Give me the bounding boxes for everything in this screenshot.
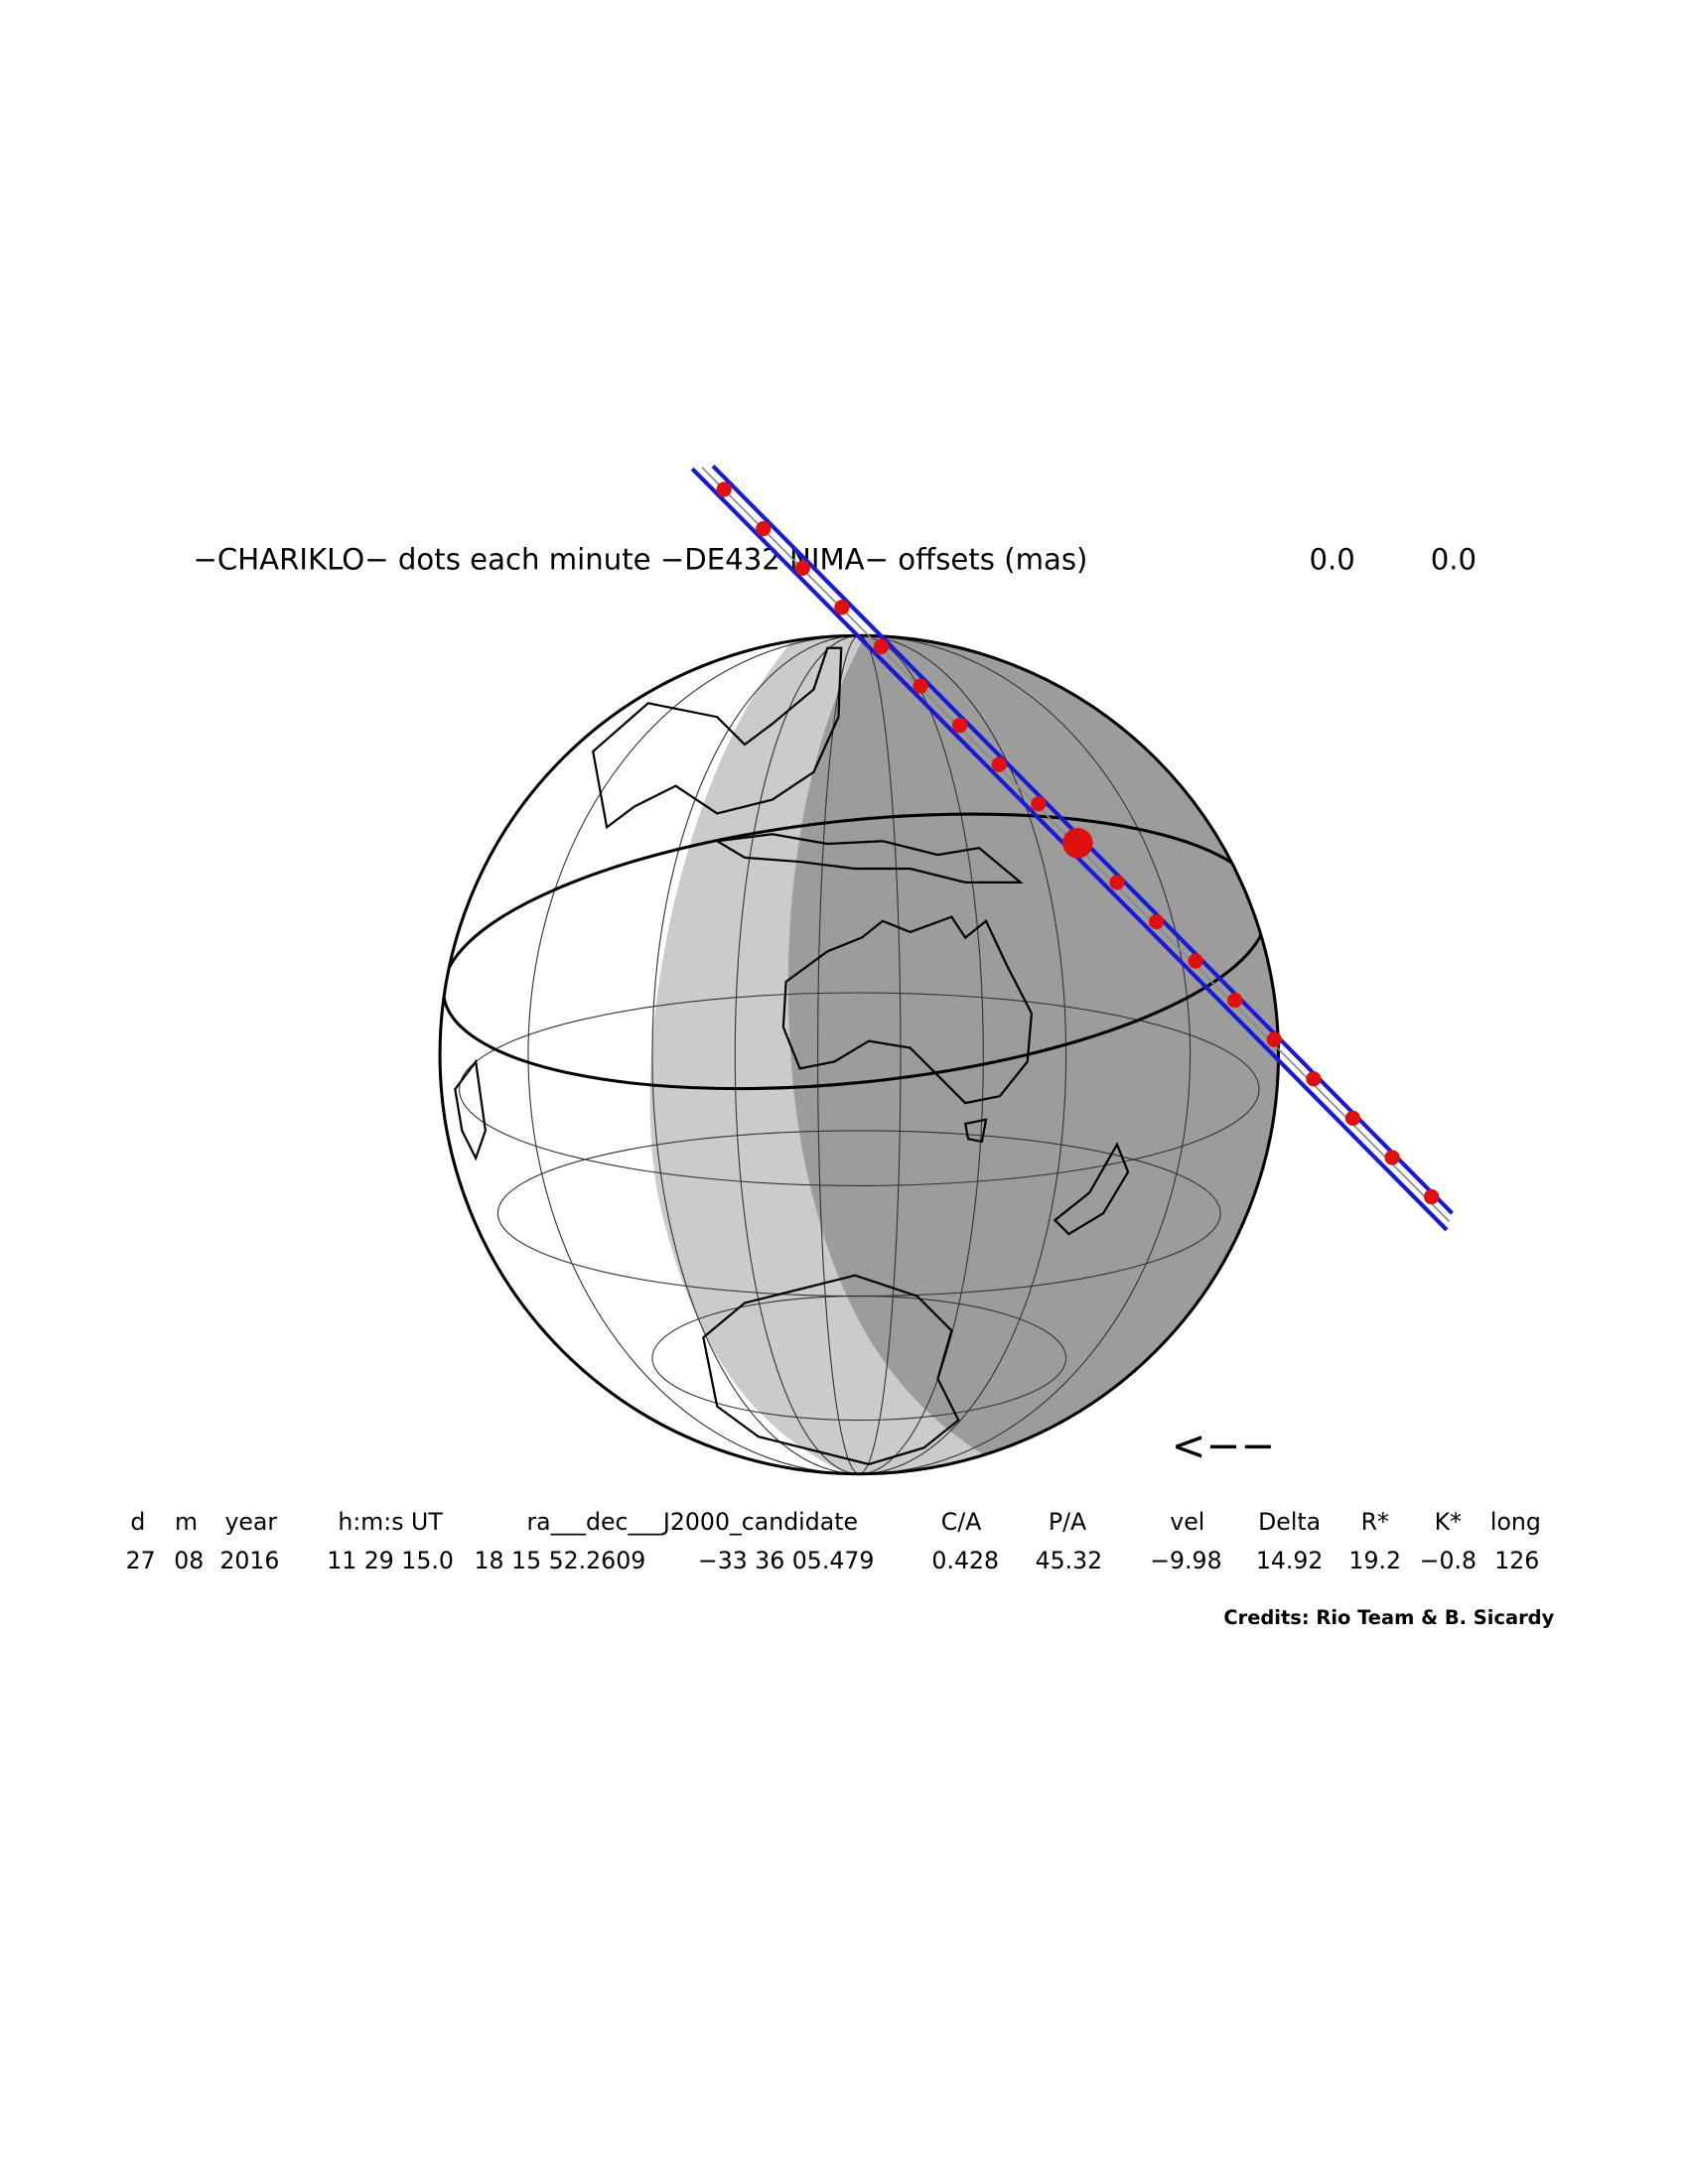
shadow-path — [690, 464, 1454, 1232]
table-value: 08 — [174, 1547, 204, 1574]
minute-dot — [991, 756, 1007, 772]
minute-dot — [1344, 1110, 1361, 1127]
minute-dot — [716, 481, 732, 497]
globe — [438, 633, 1281, 1476]
table-value: 11 29 15.0 — [327, 1547, 454, 1574]
table-value: −0.8 — [1420, 1547, 1477, 1574]
table-header: Delta — [1258, 1508, 1321, 1536]
table-value: 45.32 — [1036, 1547, 1103, 1574]
minute-dot — [952, 717, 968, 734]
credits: Credits: Rio Team & B. Sicardy — [1223, 1606, 1554, 1629]
table-value: 126 — [1494, 1547, 1539, 1574]
minute-dot — [913, 678, 928, 694]
graticule — [458, 635, 1260, 1474]
table-value: 19.2 — [1348, 1547, 1401, 1574]
table-header: m — [175, 1508, 198, 1536]
minute-dot — [1384, 1150, 1400, 1165]
minute-dot — [756, 521, 772, 537]
table-header: R* — [1361, 1508, 1389, 1536]
table-header: d — [130, 1508, 145, 1536]
minute-dot — [1188, 953, 1203, 969]
table-header: long — [1490, 1508, 1541, 1536]
offset-dec: 0.0 — [1431, 542, 1477, 576]
minute-dot — [1031, 796, 1047, 812]
coastlines — [454, 646, 1130, 1466]
minute-dot — [834, 600, 850, 615]
closest-approach-dot — [1062, 828, 1093, 859]
minute-dot — [873, 638, 890, 655]
table-value: 14.92 — [1256, 1547, 1324, 1574]
table-header: P/A — [1049, 1508, 1086, 1536]
minute-dot — [1306, 1071, 1322, 1087]
table-value: 2016 — [219, 1547, 279, 1574]
table-value: 18 15 52.2609 — [475, 1547, 646, 1574]
minute-dot — [1266, 1031, 1282, 1047]
table-value: −33 36 05.479 — [698, 1547, 875, 1574]
minute-dot — [794, 560, 810, 576]
table-header: year — [224, 1508, 277, 1536]
table-value: 27 — [126, 1547, 156, 1574]
minute-dot — [1227, 993, 1243, 1009]
table-value: −9.98 — [1150, 1547, 1221, 1574]
table-header: ra___dec___J2000_candidate — [526, 1508, 858, 1536]
table-header: h:m:s UT — [338, 1508, 443, 1536]
minute-dot — [1148, 913, 1165, 930]
event-table: d m year h:m:s UT ra___dec___J2000_candidate… — [126, 1508, 1541, 1574]
minute-dot — [1109, 875, 1125, 890]
minute-dot — [1424, 1188, 1440, 1205]
table-header: K* — [1435, 1508, 1462, 1536]
direction-arrow: <−− — [1172, 1422, 1276, 1470]
table-header: vel — [1170, 1508, 1204, 1536]
offset-ra: 0.0 — [1309, 542, 1354, 576]
table-value: 0.428 — [931, 1547, 999, 1574]
table-header: C/A — [941, 1508, 982, 1536]
map-title: −CHARIKLO− dots each minute −DE432 NIMA−… — [193, 542, 1087, 576]
